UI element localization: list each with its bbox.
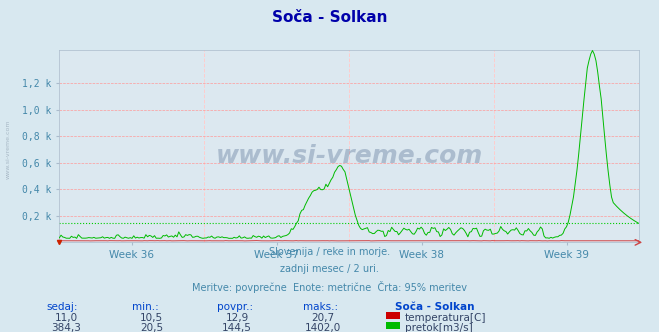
Text: sedaj:: sedaj: (46, 302, 78, 312)
Text: min.:: min.: (132, 302, 159, 312)
Text: 1402,0: 1402,0 (304, 323, 341, 332)
Text: maks.:: maks.: (303, 302, 338, 312)
Text: zadnji mesec / 2 uri.: zadnji mesec / 2 uri. (280, 264, 379, 274)
Text: 144,5: 144,5 (222, 323, 252, 332)
Text: povpr.:: povpr.: (217, 302, 254, 312)
Text: 384,3: 384,3 (51, 323, 81, 332)
Text: Soča - Solkan: Soča - Solkan (395, 302, 475, 312)
Text: 10,5: 10,5 (140, 313, 163, 323)
Text: 20,7: 20,7 (311, 313, 335, 323)
Text: pretok[m3/s]: pretok[m3/s] (405, 323, 473, 332)
Text: temperatura[C]: temperatura[C] (405, 313, 486, 323)
Text: Soča - Solkan: Soča - Solkan (272, 10, 387, 25)
Text: Meritve: povprečne  Enote: metrične  Črta: 95% meritev: Meritve: povprečne Enote: metrične Črta:… (192, 281, 467, 292)
Text: 20,5: 20,5 (140, 323, 163, 332)
Text: 11,0: 11,0 (54, 313, 78, 323)
Text: 12,9: 12,9 (225, 313, 249, 323)
Text: www.si-vreme.com: www.si-vreme.com (5, 120, 11, 179)
Text: Slovenija / reke in morje.: Slovenija / reke in morje. (269, 247, 390, 257)
Text: www.si-vreme.com: www.si-vreme.com (215, 144, 483, 168)
